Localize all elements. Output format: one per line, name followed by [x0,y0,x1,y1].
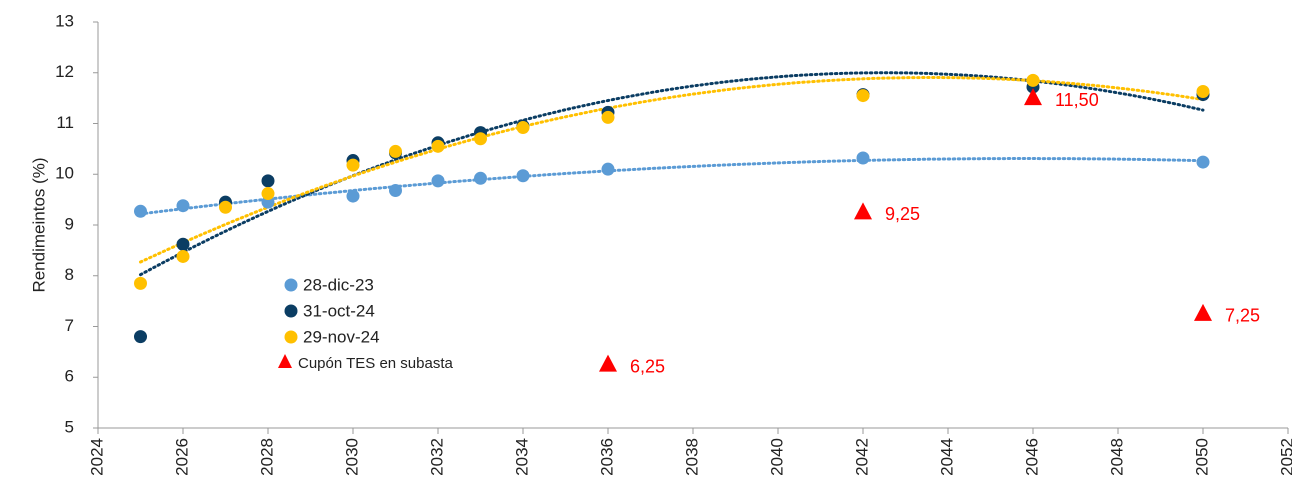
point [856,89,870,103]
point [431,174,445,188]
point [1024,88,1042,106]
y-tick-label: 5 [65,417,74,436]
point [601,162,615,176]
point [261,187,275,201]
legend-marker [284,278,298,292]
y-tick-label: 8 [65,265,74,284]
x-tick-label: 2036 [597,438,616,476]
data-label: 11,50 [1055,90,1099,110]
x-tick-label: 2026 [172,438,191,476]
legend-marker [284,304,298,318]
point [346,158,360,172]
y-tick-label: 7 [65,316,74,335]
x-tick-label: 2050 [1192,438,1211,476]
data-label: 7,25 [1225,306,1260,326]
point [134,330,147,344]
point [854,202,872,220]
point [601,110,615,124]
point [1196,155,1210,169]
point [389,144,402,158]
y-tick-label: 13 [55,11,74,30]
legend-label: 28-dic-23 [303,275,374,294]
point [474,132,487,146]
data-label: 9,25 [885,204,920,224]
x-tick-label: 2052 [1277,438,1292,476]
point [134,204,147,218]
x-tick-label: 2040 [767,438,786,476]
point [516,169,530,183]
point [389,183,402,197]
x-tick-label: 2024 [87,438,106,476]
x-tick-label: 2048 [1107,438,1126,476]
point [134,276,147,290]
x-tick-label: 2028 [257,438,276,476]
legend-label: 29-nov-24 [303,327,380,346]
point [1026,73,1040,87]
x-tick-label: 2042 [852,438,871,476]
point [599,354,617,372]
trend-line [139,76,1205,264]
x-tick-label: 2034 [512,438,531,476]
y-tick-label: 6 [65,367,74,386]
y-tick-label: 12 [55,62,74,81]
point [1194,303,1212,321]
point [1196,85,1210,99]
x-tick-label: 2044 [937,438,956,476]
point [176,249,190,263]
legend-marker [284,330,298,344]
y-axis-label: Rendimeintos (%) [29,157,48,292]
point [474,171,487,185]
point [176,237,190,251]
point [261,174,275,188]
y-tick-label: 10 [55,164,74,183]
point [346,189,360,203]
point [176,199,190,213]
point [431,139,445,153]
point [856,151,870,165]
legend-label: Cupón TES en subasta [298,355,453,372]
y-tick-label: 11 [56,113,74,132]
y-tick-label: 9 [65,214,74,233]
trend-line [139,71,1205,277]
point [219,200,232,214]
x-tick-label: 2030 [342,438,361,476]
x-tick-label: 2032 [427,438,446,476]
x-tick-label: 2038 [682,438,701,476]
x-tick-label: 2046 [1022,438,1041,476]
data-label: 6,25 [630,356,665,376]
legend-marker [278,354,292,368]
point [516,121,530,135]
legend-label: 31-oct-24 [303,301,375,320]
trend-line [139,157,1205,216]
